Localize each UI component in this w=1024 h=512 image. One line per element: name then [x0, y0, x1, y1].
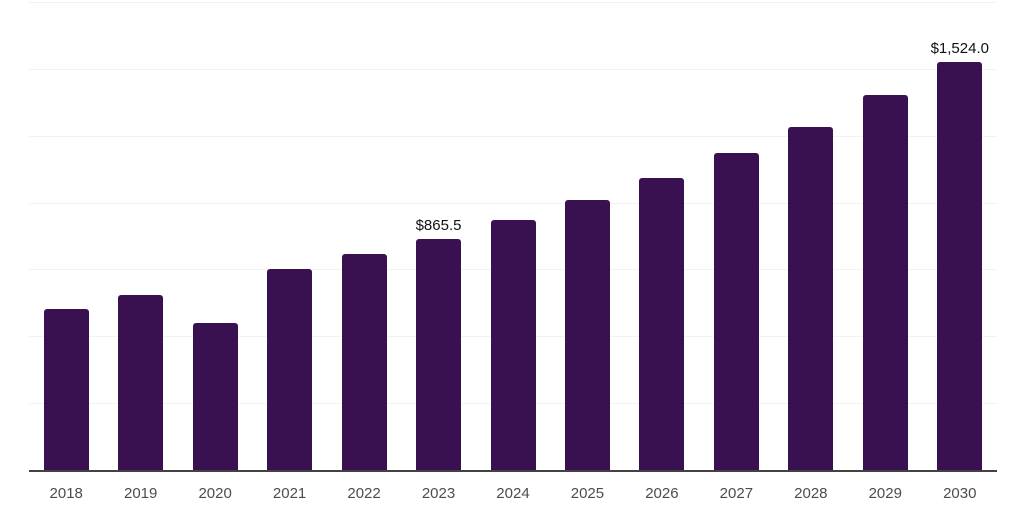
- data-label-2023: $865.5: [415, 216, 462, 234]
- x-tick-label-2023: 2023: [421, 485, 456, 502]
- x-tick-label-2027: 2027: [719, 485, 754, 502]
- data-label-2030: $1,524.0: [930, 40, 989, 58]
- bar-2020: [192, 322, 238, 470]
- bar-2022: [341, 253, 387, 470]
- bar-2025: [564, 199, 610, 470]
- bar-2019: [118, 295, 164, 470]
- x-tick-label-2019: 2019: [123, 485, 158, 502]
- x-tick-label-2022: 2022: [347, 485, 381, 502]
- bar-2026: [639, 177, 685, 470]
- bar-2029: [862, 95, 908, 470]
- bar-2024: [490, 219, 536, 470]
- x-tick-label-2026: 2026: [645, 485, 679, 502]
- bar-2030: [937, 62, 983, 470]
- gridline-1500: [29, 68, 997, 70]
- bar-2021: [267, 268, 313, 470]
- x-tick-label-2030: 2030: [943, 485, 977, 502]
- x-tick-label-2021: 2021: [272, 485, 307, 502]
- x-tick-label-2020: 2020: [198, 485, 232, 502]
- gridline-1250: [29, 135, 997, 137]
- plot-area: $865.5 $1,524.0: [29, 0, 997, 512]
- bar-2027: [713, 153, 759, 470]
- x-tick-label-2029: 2029: [868, 485, 902, 502]
- gridline-1750: [29, 2, 997, 3]
- x-axis-line: [29, 470, 997, 472]
- x-tick-label-2025: 2025: [570, 485, 605, 502]
- bar-2023: [416, 238, 462, 470]
- bar-2028: [788, 126, 834, 470]
- x-tick-label-2018: 2018: [49, 485, 83, 502]
- bar-2018: [43, 308, 89, 470]
- gridline-1000: [29, 202, 997, 204]
- x-tick-label-2028: 2028: [794, 485, 828, 502]
- x-tick-label-2024: 2024: [496, 485, 530, 502]
